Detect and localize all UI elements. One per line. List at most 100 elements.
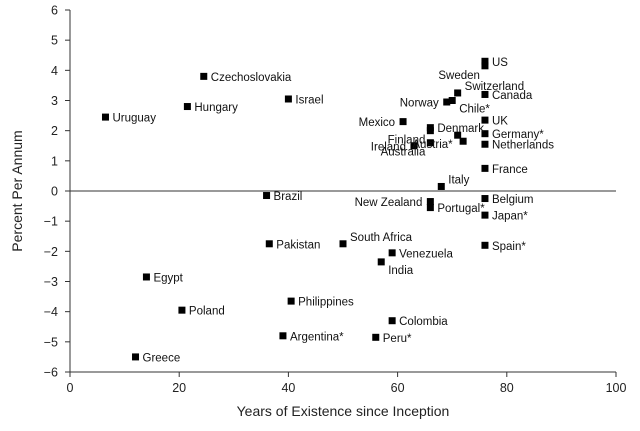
y-tick-label: 5 [51,34,58,48]
data-point [426,198,434,206]
y-tick-label: −3 [44,275,58,289]
data-point [448,97,456,104]
data-label: Venezuela [399,248,453,260]
x-tick-label: 80 [500,381,514,395]
data-point [101,113,109,121]
y-tick-label: 1 [51,154,58,168]
data-label: Peru* [383,333,412,345]
data-point [377,258,385,266]
data-label: Greece [143,352,181,364]
data-label: Argentina* [290,331,344,343]
data-label: Netherlands [492,140,554,152]
data-point [426,204,434,212]
data-label: New Zealand [355,197,423,209]
data-label: Israel [295,94,323,106]
y-tick-label: 3 [51,94,58,108]
data-label: Mexico [359,117,395,129]
data-label: Austria* [412,139,453,151]
data-label: Canada [492,90,533,102]
data-label: Japan* [492,211,528,223]
data-point [410,142,418,150]
data-point [142,273,150,281]
data-points [101,57,489,361]
data-point [443,98,451,106]
data-point [426,127,434,135]
data-point [481,195,489,203]
tick-labels: 0 20 40 60 80 100 6 5 4 3 2 1 0 −1 −2 −3 −4 −5 −6 [44,4,627,396]
data-point [265,240,273,248]
data-label: India [388,265,414,277]
data-point [399,118,407,126]
data-label: US [492,57,508,69]
y-tick-label: 6 [51,4,58,18]
data-point [481,62,489,70]
x-tick-label: 40 [281,381,295,395]
data-label: Pakistan [276,239,320,251]
data-point [459,137,467,145]
data-point [200,72,208,80]
data-point [372,333,380,341]
y-tick-label: 4 [51,64,58,78]
data-point [481,164,489,172]
data-point [481,241,489,249]
y-axis-title: Percent Per Annum [9,130,25,251]
data-point [183,103,191,111]
data-point [481,130,489,138]
data-label: Poland [189,306,225,318]
data-point [263,192,271,200]
data-label: Denmark [437,123,484,135]
x-tick-label: 100 [606,381,627,395]
data-label: Belgium [492,194,534,206]
data-label: Chile* [459,104,490,116]
data-label: Norway [400,98,439,110]
data-point [481,116,489,124]
data-point [481,211,489,219]
data-point [437,182,445,190]
data-label: Hungary [194,102,238,114]
data-label: Portugal* [437,203,485,215]
x-axis-title: Years of Existence since Inception [237,403,450,419]
y-tick-label: −1 [44,215,58,229]
data-label: Australia [381,147,426,159]
axes [65,9,617,377]
data-point [481,57,489,65]
data-point [178,306,186,314]
data-label: Spain* [492,241,526,253]
data-point [481,140,489,148]
data-label: UK [492,116,508,128]
x-tick-label: 0 [67,381,74,395]
data-point [388,249,396,257]
data-label: Uruguay [112,113,156,125]
data-label: Brazil [274,191,303,203]
data-point [454,131,462,139]
y-tick-label: −6 [44,366,58,380]
x-tick-label: 60 [391,381,405,395]
data-label: Switzerland [465,81,524,93]
data-point [279,332,287,340]
data-label: South Africa [350,232,413,244]
data-label: Egypt [153,272,183,284]
data-label: Italy [448,174,469,186]
y-tick-label: 2 [51,124,58,138]
data-point [339,240,347,248]
data-point [284,95,292,103]
data-point [426,139,434,147]
data-point [287,297,295,305]
data-label: Sweden [438,70,480,82]
y-tick-label: −2 [44,245,58,259]
x-tick-label: 20 [172,381,186,395]
data-point [454,89,462,97]
data-label: Ireland [371,141,406,153]
data-label: Finland [388,135,426,147]
y-tick-label: −5 [44,335,58,349]
y-tick-label: −4 [44,305,58,319]
data-point [132,353,140,361]
data-label: Philippines [298,297,354,309]
data-label: Czechoslovakia [211,72,292,84]
y-tick-label: 0 [51,185,58,199]
data-point [388,317,396,325]
data-label: France [492,164,528,176]
data-label: Colombia [399,316,448,328]
